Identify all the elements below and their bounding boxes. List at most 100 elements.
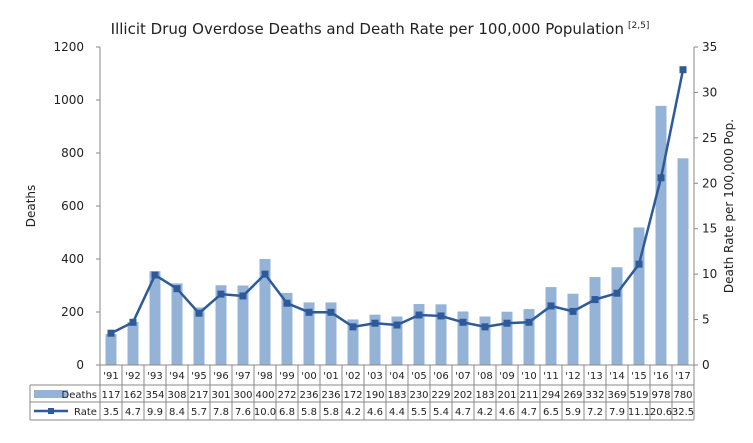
legend-label-deaths: Deaths — [62, 390, 97, 401]
y-axis-left-label: Deaths — [24, 185, 38, 228]
x-tick-label: '03 — [367, 371, 382, 382]
bar-deaths — [501, 311, 513, 365]
table-cell-deaths: 780 — [673, 390, 692, 401]
table-cell-deaths: 354 — [145, 390, 164, 401]
table-cell-rate: 4.7 — [521, 407, 537, 418]
table-cell-deaths: 300 — [233, 390, 252, 401]
table-cell-rate: 4.2 — [345, 407, 361, 418]
y-tick-label-left: 800 — [61, 146, 84, 160]
table-cell-deaths: 978 — [651, 390, 670, 401]
y-tick-label-right: 15 — [702, 222, 717, 236]
y-tick-label-left: 0 — [76, 358, 84, 372]
table-cell-deaths: 230 — [409, 390, 428, 401]
x-tick-label: '99 — [279, 371, 294, 382]
y-tick-label-right: 5 — [702, 313, 710, 327]
point-rate — [503, 319, 511, 327]
point-rate — [371, 319, 379, 327]
bar-deaths — [215, 285, 227, 365]
point-rate — [415, 311, 423, 319]
table-cell-deaths: 183 — [387, 390, 406, 401]
x-tick-label: '92 — [125, 371, 140, 382]
table-cell-rate: 7.2 — [587, 407, 603, 418]
y-tick-label-left: 200 — [61, 305, 84, 319]
y-tick-label-right: 35 — [702, 40, 717, 54]
point-rate — [195, 309, 203, 317]
point-rate — [305, 308, 313, 316]
table-cell-deaths: 183 — [475, 390, 494, 401]
table-cell-deaths: 202 — [453, 390, 472, 401]
point-rate — [525, 318, 533, 326]
point-rate — [393, 321, 401, 329]
table-cell-rate: 20.6 — [650, 407, 672, 418]
point-rate — [459, 318, 467, 326]
x-tick-label: '12 — [565, 371, 580, 382]
point-rate — [261, 270, 269, 278]
table-cell-rate: 4.2 — [477, 407, 493, 418]
bar-deaths — [589, 277, 601, 365]
y-tick-label-right: 0 — [702, 358, 710, 372]
table-cell-rate: 4.4 — [389, 407, 405, 418]
table-cell-rate: 5.5 — [411, 407, 427, 418]
table-cell-deaths: 236 — [321, 390, 340, 401]
table-cell-rate: 5.8 — [301, 407, 317, 418]
table-cell-rate: 5.8 — [323, 407, 339, 418]
x-tick-label: '93 — [147, 371, 162, 382]
point-rate — [239, 292, 247, 300]
table-cell-rate: 6.5 — [543, 407, 559, 418]
table-cell-deaths: 400 — [255, 390, 274, 401]
bar-deaths — [303, 302, 315, 365]
x-tick-label: '07 — [455, 371, 470, 382]
x-tick-label: '13 — [587, 371, 602, 382]
table-cell-deaths: 211 — [519, 390, 538, 401]
x-tick-label: '11 — [543, 371, 558, 382]
table-cell-rate: 3.5 — [103, 407, 119, 418]
bar-deaths — [479, 316, 491, 365]
x-tick-label: '97 — [235, 371, 250, 382]
table-cell-rate: 9.9 — [147, 407, 163, 418]
table-cell-deaths: 162 — [123, 390, 142, 401]
x-tick-label: '96 — [213, 371, 228, 382]
point-rate — [349, 323, 357, 331]
legend-key-rate-marker — [48, 408, 54, 414]
point-rate — [217, 290, 225, 298]
table-cell-rate: 5.4 — [433, 407, 449, 418]
x-tick-label: '94 — [169, 371, 184, 382]
table-cell-deaths: 217 — [189, 390, 208, 401]
point-rate — [657, 174, 665, 182]
table-cell-rate: 4.6 — [499, 407, 515, 418]
point-rate — [679, 66, 687, 74]
bar-deaths — [325, 302, 337, 365]
point-rate — [283, 299, 291, 307]
point-rate — [613, 289, 621, 297]
bar-deaths — [369, 314, 381, 365]
x-tick-label: '05 — [411, 371, 426, 382]
bar-deaths — [413, 304, 425, 365]
table-cell-rate: 5.9 — [565, 407, 581, 418]
point-rate — [481, 323, 489, 331]
bar-deaths — [347, 319, 359, 365]
bar-deaths — [391, 316, 403, 365]
bar-deaths — [633, 227, 645, 365]
point-rate — [151, 271, 159, 279]
table-cell-rate: 5.7 — [191, 407, 207, 418]
legend-label-rate: Rate — [74, 407, 97, 418]
table-cell-deaths: 201 — [497, 390, 516, 401]
bar-deaths — [611, 267, 623, 365]
point-rate — [327, 308, 335, 316]
x-tick-label: '10 — [521, 371, 536, 382]
y-axis-right-label: Death Rate per 100,000 Pop. — [722, 119, 736, 293]
bar-deaths — [127, 322, 139, 365]
bar-deaths — [435, 304, 447, 365]
bar-deaths — [523, 309, 535, 365]
table-cell-deaths: 229 — [431, 390, 450, 401]
point-rate — [569, 307, 577, 315]
x-tick-label: '17 — [675, 371, 690, 382]
y-tick-label-right: 25 — [702, 131, 717, 145]
table-cell-deaths: 117 — [101, 390, 120, 401]
x-tick-label: '95 — [191, 371, 206, 382]
x-tick-label: '02 — [345, 371, 360, 382]
table-cell-deaths: 519 — [629, 390, 648, 401]
bar-deaths — [281, 292, 293, 365]
table-cell-rate: 7.6 — [235, 407, 251, 418]
bar-deaths — [149, 271, 161, 365]
